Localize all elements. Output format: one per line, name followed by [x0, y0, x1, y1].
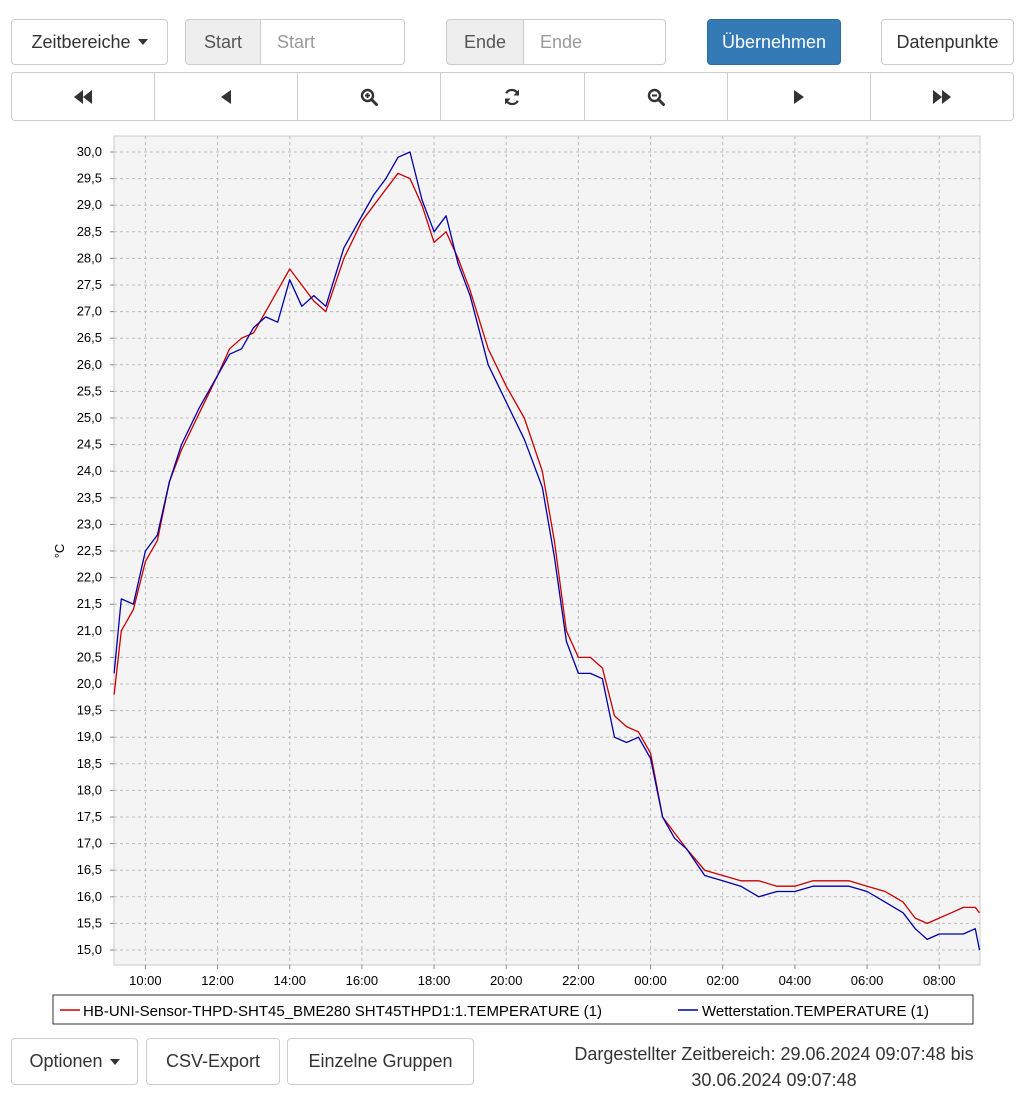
y-tick-label: 18,0	[77, 782, 102, 797]
temperature-chart: 15,0 15,5 16,0 16,5 17,0 17,5 18,0 18,5 19,0 19,5…	[52, 135, 981, 1025]
fast-backward-button[interactable]	[12, 73, 156, 120]
start-input[interactable]	[261, 19, 405, 65]
legend: HB-UNI-Sensor-THPD-SHT45_BME280 SHT45THP…	[52, 994, 974, 1025]
options-label: Optionen	[29, 1051, 103, 1071]
y-tick-label: 22,5	[77, 543, 102, 558]
legend-entry-weatherstation: Wetterstation.TEMPERATURE (1)	[702, 1003, 929, 1020]
y-tick-label: 28,0	[77, 250, 102, 265]
x-tick-label: 22:00	[562, 973, 595, 988]
apply-button[interactable]: Übernehmen	[707, 19, 841, 65]
step-forward-icon	[793, 89, 804, 104]
y-tick-label: 18,5	[77, 756, 102, 771]
fast-forward-button[interactable]	[870, 73, 1013, 120]
x-axis-ticks: 10:00 12:00 14:00 16:00 18:00 20:00 22:00 00:00…	[129, 965, 955, 988]
end-addon: Ende	[446, 19, 524, 65]
x-tick-label: 20:00	[490, 973, 523, 988]
time-ranges-dropdown[interactable]: Zeitbereiche	[11, 19, 168, 65]
y-tick-label: 19,5	[77, 703, 102, 718]
y-tick-label: 15,5	[77, 915, 102, 930]
y-tick-label: 29,0	[77, 197, 102, 212]
single-groups-button[interactable]: Einzelne Gruppen	[287, 1038, 474, 1085]
zoom-out-icon	[647, 88, 665, 106]
y-tick-label: 24,5	[77, 437, 102, 452]
y-axis-ticks: 15,0 15,5 16,0 16,5 17,0 17,5 18,0 18,5 19,0 19,5…	[77, 144, 114, 957]
start-addon: Start	[185, 19, 261, 65]
csv-export-button[interactable]: CSV-Export	[146, 1038, 280, 1085]
x-tick-label: 00:00	[634, 973, 667, 988]
time-ranges-label: Zeitbereiche	[31, 31, 131, 52]
y-tick-label: 20,5	[77, 649, 102, 664]
y-tick-label: 19,0	[77, 729, 102, 744]
navigation-bar	[11, 72, 1014, 121]
range-line-1: Dargestellter Zeitbereich: 29.06.2024 09…	[574, 1044, 974, 1064]
y-tick-label: 26,0	[77, 357, 102, 372]
zoom-in-icon	[361, 88, 379, 106]
caret-down-icon	[109, 1058, 120, 1065]
y-tick-label: 25,0	[77, 410, 102, 425]
y-tick-label: 17,5	[77, 809, 102, 824]
x-tick-label: 10:00	[129, 973, 162, 988]
x-tick-label: 04:00	[779, 973, 812, 988]
y-tick-label: 23,5	[77, 490, 102, 505]
y-tick-label: 20,0	[77, 676, 102, 691]
series-lines	[113, 151, 981, 951]
x-tick-label: 18:00	[418, 973, 451, 988]
series-line-sensor	[113, 172, 981, 925]
step-backward-button[interactable]	[155, 73, 299, 120]
legend-entry-sensor: HB-UNI-Sensor-THPD-SHT45_BME280 SHT45THP…	[83, 1003, 602, 1020]
fast-backward-icon	[74, 89, 93, 104]
options-dropdown[interactable]: Optionen	[11, 1038, 138, 1085]
end-input[interactable]	[524, 19, 666, 65]
refresh-icon	[505, 88, 520, 105]
y-tick-label: 16,5	[77, 862, 102, 877]
y-tick-label: 15,0	[77, 942, 102, 957]
y-tick-label: 24,0	[77, 463, 102, 478]
y-tick-label: 29,5	[77, 171, 102, 186]
y-tick-label: 27,0	[77, 304, 102, 319]
series-line-weatherstation	[113, 151, 981, 951]
y-tick-label: 28,5	[77, 224, 102, 239]
y-tick-label: 30,0	[77, 144, 102, 159]
caret-down-icon	[137, 39, 148, 45]
step-backward-icon	[221, 89, 232, 104]
grid-lines	[114, 136, 980, 965]
x-tick-label: 06:00	[851, 973, 884, 988]
x-tick-label: 12:00	[201, 973, 234, 988]
y-tick-label: 21,0	[77, 623, 102, 638]
step-forward-button[interactable]	[727, 73, 871, 120]
y-tick-label: 26,5	[77, 330, 102, 345]
y-tick-label: 17,0	[77, 836, 102, 851]
y-tick-label: 21,5	[77, 596, 102, 611]
y-tick-label: 27,5	[77, 277, 102, 292]
x-tick-label: 02:00	[706, 973, 739, 988]
y-axis-label: °C	[52, 544, 67, 559]
displayed-time-range: Dargestellter Zeitbereich: 29.06.2024 09…	[560, 1041, 988, 1093]
zoom-out-button[interactable]	[584, 73, 728, 120]
x-tick-label: 16:00	[346, 973, 379, 988]
x-tick-label: 08:00	[923, 973, 956, 988]
y-tick-label: 23,0	[77, 516, 102, 531]
y-tick-label: 25,5	[77, 383, 102, 398]
start-group: Start	[185, 19, 405, 65]
datapoints-button[interactable]: Datenpunkte	[881, 19, 1014, 65]
end-group: Ende	[446, 19, 666, 65]
refresh-button[interactable]	[441, 73, 585, 120]
x-tick-label: 14:00	[273, 973, 306, 988]
range-line-2: 30.06.2024 09:07:48	[691, 1070, 857, 1090]
zoom-in-button[interactable]	[298, 73, 442, 120]
y-tick-label: 16,0	[77, 889, 102, 904]
fast-forward-icon	[932, 89, 951, 104]
y-tick-label: 22,0	[77, 570, 102, 585]
